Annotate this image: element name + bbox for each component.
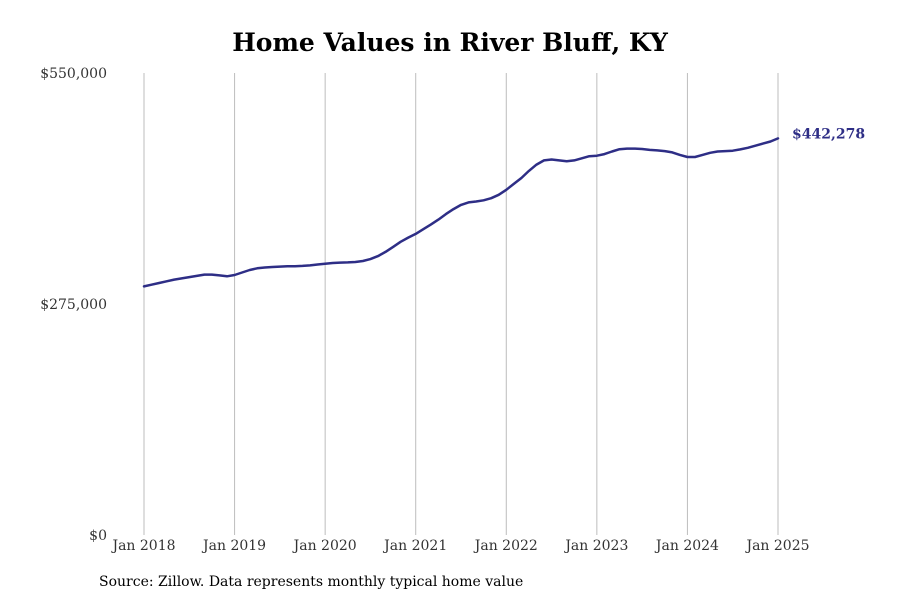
y-tick-label: $275,000	[40, 297, 107, 313]
end-value-label: $442,278	[792, 126, 865, 142]
gridlines	[143, 73, 779, 535]
x-tick-label: Jan 2021	[382, 538, 447, 554]
home-value-line	[142, 137, 780, 288]
x-tick-label: Jan 2024	[654, 538, 719, 554]
x-axis: Jan 2018 Jan 2019 Jan 2020 Jan 2021 Jan 2022…	[110, 538, 809, 554]
data-labels: $442,278	[792, 126, 865, 142]
chart-title: Home Values in River Bluff, KY	[232, 28, 668, 57]
source-note: Source: Zillow. Data represents monthly …	[99, 574, 524, 590]
x-tick-label: Jan 2023	[563, 538, 628, 554]
x-tick-label: Jan 2025	[744, 538, 809, 554]
x-tick-label: Jan 2018	[110, 538, 175, 554]
series-lines	[142, 137, 780, 288]
x-tick-label: Jan 2020	[292, 538, 357, 554]
x-tick-label: Jan 2022	[473, 538, 538, 554]
x-tick-label: Jan 2019	[201, 538, 266, 554]
y-tick-label: $550,000	[40, 66, 107, 82]
y-tick-label: $0	[89, 528, 107, 544]
y-axis: $550,000 $275,000 $0	[40, 66, 107, 544]
